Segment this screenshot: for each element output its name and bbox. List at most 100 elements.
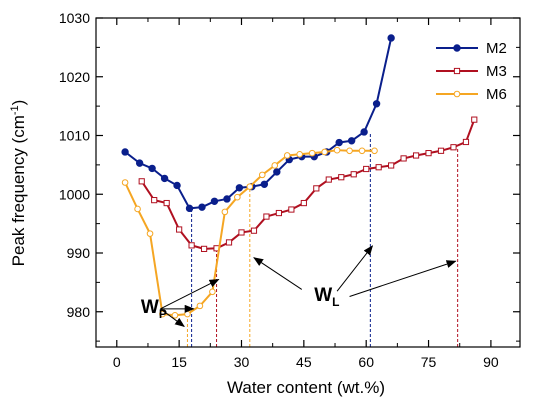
data-point-m6 — [196, 302, 204, 310]
data-point-m6 — [283, 152, 291, 159]
data-point-m2 — [173, 181, 181, 190]
x-tick-label: 75 — [421, 354, 437, 370]
data-point-m6 — [134, 205, 141, 213]
data-point-m3 — [338, 174, 345, 181]
data-point-m3 — [188, 242, 195, 249]
data-point-m6 — [371, 147, 378, 155]
data-point-m6 — [271, 162, 279, 169]
data-point-m2 — [347, 137, 356, 145]
y-tick-label: 1000 — [59, 186, 90, 202]
data-point-m2 — [273, 168, 281, 176]
y-tick-label: 1030 — [59, 10, 90, 26]
data-point-m3 — [238, 229, 245, 236]
data-point-m6 — [209, 288, 216, 296]
data-point-m6 — [171, 311, 179, 319]
y-tick-label: 1010 — [59, 128, 90, 144]
x-tick-label: 0 — [113, 354, 121, 370]
legend-marker-m3 — [453, 67, 461, 75]
plot-frame — [95, 17, 521, 348]
data-point-m6 — [321, 148, 328, 156]
x-tick-label: 15 — [171, 354, 187, 370]
series-line-m3 — [140, 119, 476, 250]
legend-label-m6: M6 — [486, 86, 507, 103]
data-point-m2 — [223, 195, 231, 203]
legend-label-m3: M3 — [486, 63, 507, 80]
annotation-arrow — [349, 260, 457, 297]
y-tick-label: 1020 — [59, 69, 90, 85]
legend-marker-m2 — [453, 44, 461, 52]
x-axis-ticks: 0 15 30 45 60 75 90 — [113, 18, 499, 370]
annotation-arrow — [336, 245, 374, 292]
data-point-m2 — [235, 184, 244, 192]
data-point-m3 — [200, 245, 208, 252]
data-point-m2 — [372, 100, 381, 108]
data-point-m3 — [363, 165, 370, 173]
data-point-m6 — [246, 183, 254, 190]
legend-marker-m6 — [453, 90, 461, 98]
data-point-m2 — [387, 34, 395, 42]
data-point-m2 — [160, 174, 169, 183]
data-point-m6 — [346, 147, 353, 155]
series-layer — [121, 34, 478, 319]
data-point-m2 — [198, 203, 206, 211]
data-point-m2 — [335, 138, 343, 147]
data-point-m2 — [148, 164, 156, 173]
data-point-m6 — [308, 149, 316, 157]
data-point-m3 — [450, 144, 457, 151]
data-point-m6 — [358, 147, 366, 155]
x-axis-label: Water content (wt.%) — [227, 378, 385, 397]
data-point-m6 — [221, 208, 229, 216]
data-point-m3 — [325, 176, 332, 183]
y-axis-label: Peak frequency (cm-1) — [9, 100, 28, 267]
data-point-m2 — [260, 180, 269, 188]
wp-annotation-label: WP — [141, 297, 167, 321]
series-line-m2 — [124, 37, 393, 210]
data-point-m2 — [121, 148, 129, 156]
data-point-m3 — [313, 185, 320, 192]
data-point-m2 — [135, 159, 144, 167]
y-axis-ticks: 980 990 1000 1010 1020 1030 — [59, 10, 520, 342]
data-point-m3 — [388, 162, 395, 169]
data-point-m3 — [425, 150, 432, 157]
data-point-m6 — [234, 193, 241, 201]
data-point-m3 — [350, 171, 357, 178]
data-point-m3 — [138, 178, 145, 185]
legend: M2 M3 M6 — [436, 40, 507, 103]
data-point-m3 — [300, 199, 307, 207]
data-point-m6 — [333, 146, 341, 154]
data-point-m2 — [360, 128, 368, 136]
data-point-m3 — [471, 116, 478, 123]
data-point-m3 — [163, 199, 170, 207]
data-point-m6 — [258, 171, 266, 179]
data-point-m6 — [121, 179, 129, 186]
data-point-m3 — [263, 213, 270, 220]
data-point-m2 — [185, 204, 194, 213]
legend-label-m2: M2 — [486, 40, 507, 57]
y-tick-label: 980 — [67, 304, 91, 320]
annotation-arrow — [160, 278, 220, 310]
data-point-m6 — [159, 310, 166, 318]
data-point-m6 — [184, 310, 191, 318]
data-point-m3 — [437, 147, 445, 154]
data-point-m3 — [288, 206, 295, 213]
annotation-layer — [160, 245, 457, 328]
data-point-m3 — [375, 164, 382, 171]
annotation-arrow — [160, 308, 185, 328]
x-tick-label: 90 — [483, 354, 499, 370]
data-point-m6 — [146, 230, 154, 237]
x-tick-label: 30 — [234, 354, 250, 370]
data-point-m2 — [210, 197, 219, 206]
data-point-m3 — [151, 197, 158, 204]
data-point-m3 — [225, 239, 233, 246]
y-tick-label: 990 — [67, 245, 91, 261]
annotation-arrow — [253, 257, 303, 290]
data-point-m3 — [176, 226, 183, 233]
x-tick-label: 60 — [358, 354, 374, 370]
wl-annotation-label: WL — [314, 285, 339, 309]
x-tick-label: 45 — [296, 354, 312, 370]
data-point-m3 — [250, 227, 258, 234]
data-point-m6 — [296, 151, 303, 158]
data-point-m3 — [462, 138, 470, 146]
data-point-m3 — [412, 152, 420, 159]
